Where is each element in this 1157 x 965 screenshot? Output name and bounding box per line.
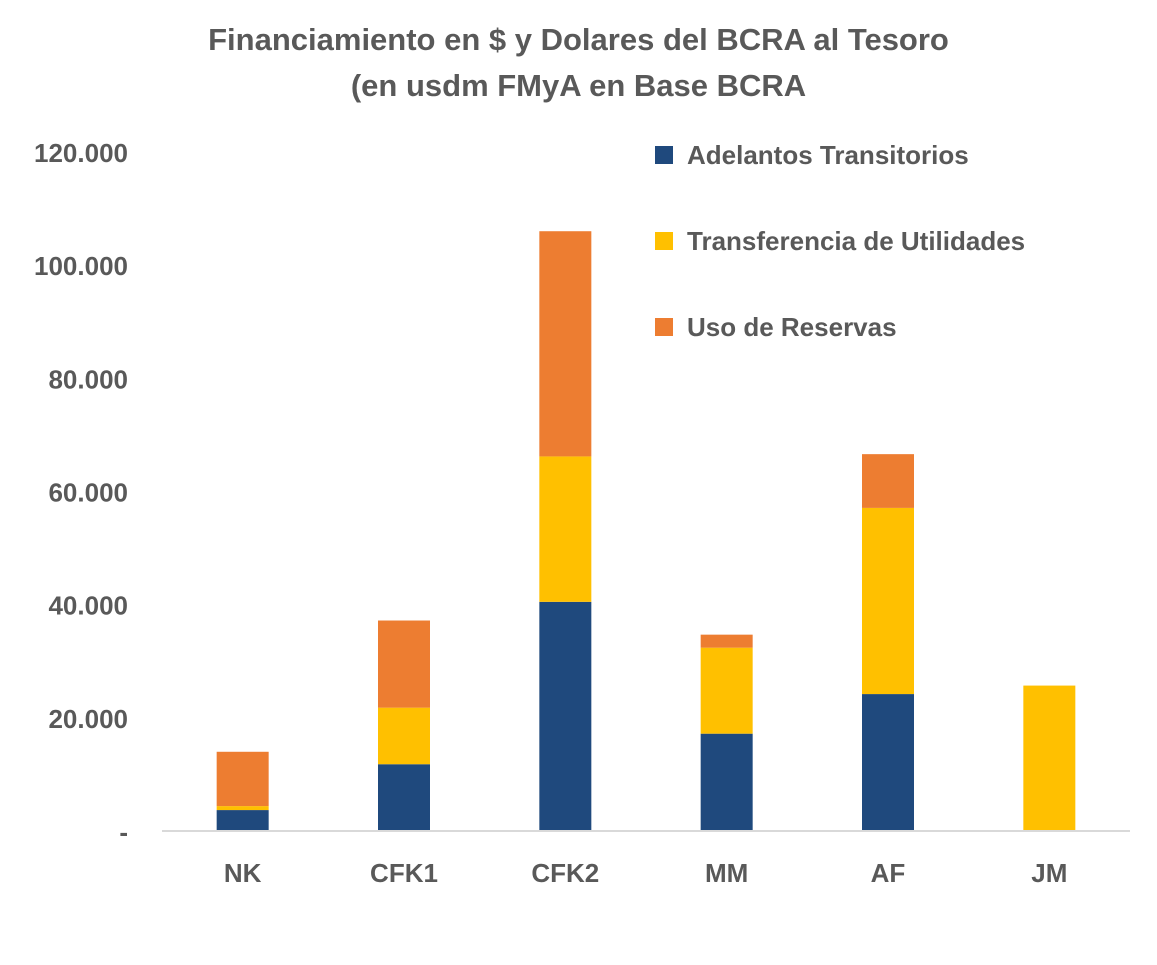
bar-segment <box>1023 685 1076 831</box>
legend-label: Uso de Reservas <box>687 312 897 342</box>
x-tick-label: AF <box>871 858 906 888</box>
bar-segment <box>700 647 753 734</box>
legend-swatch <box>655 232 673 250</box>
bar-segment <box>378 620 430 708</box>
x-tick-label: CFK2 <box>531 858 599 888</box>
legend-label: Transferencia de Utilidades <box>687 226 1025 256</box>
legend-label: Adelantos Transitorios <box>687 140 969 170</box>
x-tick-label: CFK1 <box>370 858 438 888</box>
y-tick-label: 100.000 <box>34 251 128 281</box>
bar-segment <box>862 454 914 508</box>
bar-segment <box>700 733 753 831</box>
y-tick-label: - <box>119 817 128 847</box>
bar-segment <box>378 707 430 765</box>
y-tick-label: 80.000 <box>48 364 128 394</box>
legend-swatch <box>655 318 673 336</box>
y-tick-label: 20.000 <box>48 704 128 734</box>
bar-segment <box>700 634 753 648</box>
bar-segment <box>539 231 592 457</box>
bar-segment <box>862 507 914 695</box>
chart-subtitle: (en usdm FMyA en Base BCRA <box>350 68 807 103</box>
bar-segment <box>216 806 269 811</box>
x-tick-label: MM <box>705 858 748 888</box>
x-tick-label: JM <box>1031 858 1067 888</box>
y-tick-label: 120.000 <box>34 138 128 168</box>
bar-segment <box>216 810 269 831</box>
y-tick-label: 40.000 <box>48 591 128 621</box>
bar-segment <box>862 694 914 831</box>
bar-segment <box>378 764 430 831</box>
legend-swatch <box>655 146 673 164</box>
bar-segment <box>539 456 592 602</box>
x-tick-label: NK <box>224 858 262 888</box>
chart-title: Financiamiento en $ y Dolares del BCRA a… <box>208 22 949 57</box>
y-tick-label: 60.000 <box>48 478 128 508</box>
bar-segment <box>216 751 269 807</box>
bar-segment <box>539 601 592 831</box>
